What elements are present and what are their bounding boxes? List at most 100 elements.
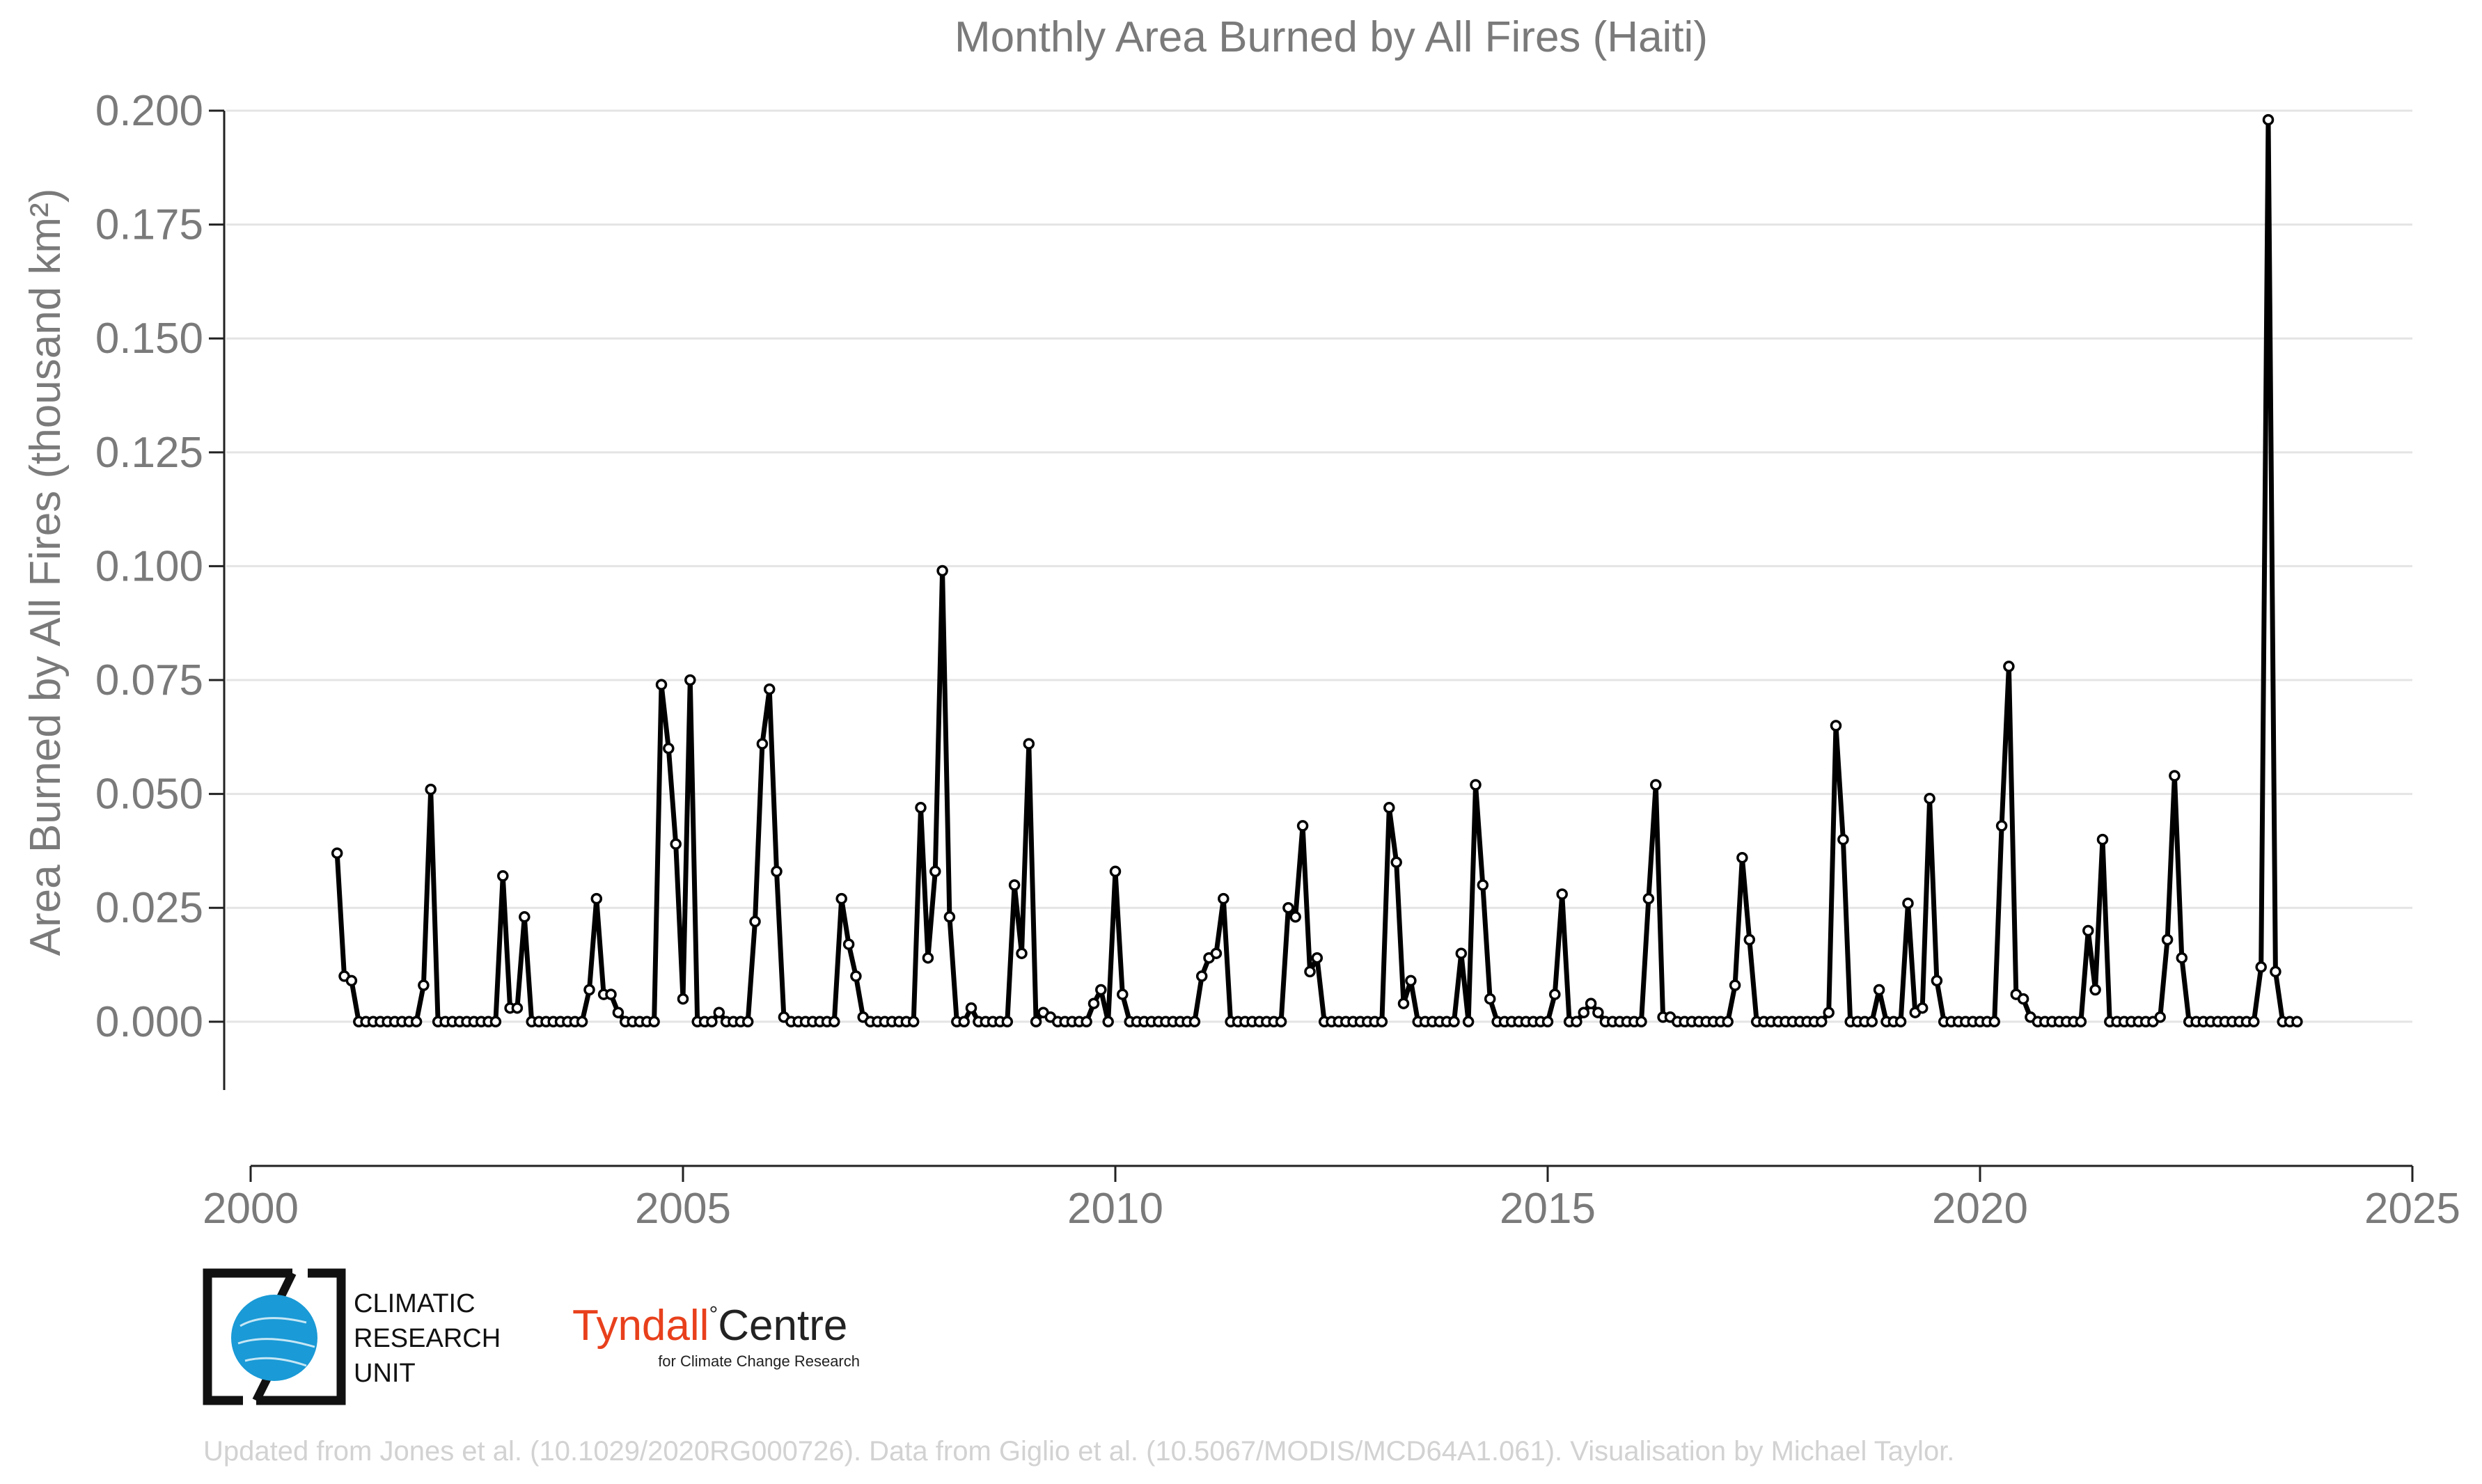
data-point	[713, 1007, 725, 1018]
data-point	[1650, 779, 1662, 791]
y-tick-label: 0.100	[95, 542, 203, 590]
data-point	[663, 742, 675, 755]
y-tick-label: 0.175	[95, 201, 203, 249]
data-point	[1635, 1016, 1647, 1028]
x-tick-label: 2015	[1500, 1185, 1596, 1233]
data-point	[1592, 1007, 1604, 1018]
data-point	[907, 1016, 920, 1028]
data-point	[2082, 924, 2094, 937]
data-point	[1117, 988, 1129, 1000]
data-point	[1081, 1016, 1092, 1028]
data-point	[958, 1016, 970, 1028]
data-point	[1282, 901, 1294, 914]
data-point	[2176, 952, 2188, 964]
data-point	[1023, 738, 1035, 750]
data-point	[648, 1016, 660, 1028]
data-point	[1448, 1016, 1460, 1028]
data-point	[1102, 1016, 1114, 1028]
data-point	[418, 979, 430, 991]
data-point	[1837, 833, 1849, 846]
data-point	[1455, 947, 1468, 959]
data-point	[1736, 851, 1748, 864]
data-point	[331, 847, 343, 859]
data-point	[345, 974, 358, 987]
data-point	[2161, 933, 2174, 946]
data-point	[1866, 1016, 1878, 1028]
data-point	[1477, 879, 1489, 891]
data-point	[1549, 988, 1561, 1000]
y-tick-label: 0.125	[95, 429, 203, 477]
x-tick-label: 2005	[635, 1185, 731, 1233]
data-point	[1916, 1002, 1929, 1014]
data-point	[1988, 1016, 2000, 1028]
x-tick-label: 2010	[1067, 1185, 1163, 1233]
y-tick-label: 0.000	[95, 998, 203, 1046]
data-point	[1218, 892, 1230, 905]
data-point	[828, 1016, 840, 1028]
data-point	[511, 1002, 524, 1014]
y-axis-label: Area Burned by All Fires (thousand km²)	[22, 189, 70, 956]
data-point	[1816, 1016, 1828, 1028]
data-point	[1008, 879, 1021, 891]
x-axis-ticks: 2000 2005 2010 2015 2020 2025	[203, 1166, 2460, 1233]
data-point	[1195, 970, 1208, 982]
series-line	[334, 117, 2298, 1025]
data-point	[1722, 1016, 1734, 1028]
data-point	[2255, 961, 2267, 973]
data-point	[1743, 933, 1756, 946]
data-point	[842, 938, 855, 950]
tyndall-centre: Centre	[718, 1302, 847, 1350]
data-point	[936, 565, 948, 577]
data-point	[1304, 965, 1316, 978]
data-point	[965, 1002, 977, 1014]
data-point	[2169, 770, 2181, 782]
tyndall-subtitle: for Climate Change Research	[658, 1352, 860, 1370]
data-point	[2270, 965, 2281, 978]
data-point	[922, 952, 934, 964]
data-point	[2017, 993, 2029, 1005]
data-point	[489, 1016, 502, 1028]
y-tick-label: 0.075	[95, 656, 203, 704]
data-point	[915, 802, 927, 814]
gridlines	[226, 109, 2412, 1023]
data-point	[706, 1016, 718, 1028]
data-point	[1188, 1016, 1201, 1028]
data-point	[1030, 1016, 1042, 1028]
series-area-burned	[331, 113, 2303, 1028]
y-tick-label: 0.200	[95, 87, 203, 135]
data-point	[1931, 974, 1943, 987]
data-point	[850, 970, 862, 982]
data-point	[1578, 1007, 1590, 1018]
data-point	[684, 674, 696, 686]
data-point	[1311, 952, 1324, 964]
data-point	[1894, 1016, 1907, 1028]
data-point	[2154, 1011, 2166, 1023]
data-point	[1376, 1016, 1388, 1028]
cru-logo: CLIMATIC RESEARCH UNIT	[203, 1268, 501, 1405]
y-tick-label: 0.025	[95, 884, 203, 932]
data-point	[410, 1016, 423, 1028]
y-tick-label: 0.150	[95, 315, 203, 363]
data-point	[1823, 1007, 1835, 1018]
x-tick-label: 2020	[1932, 1185, 2028, 1233]
cru-globe-swirl	[237, 1317, 315, 1367]
data-point	[749, 915, 761, 928]
data-point	[835, 892, 847, 905]
chart-title: Monthly Area Burned by All Fires (Haiti)	[955, 13, 1708, 61]
data-point	[2003, 661, 2015, 672]
data-point	[1087, 997, 1100, 1009]
data-point	[1383, 802, 1395, 814]
data-point	[612, 1007, 625, 1018]
data-point	[1571, 1016, 1582, 1028]
data-point	[605, 988, 617, 1000]
y-axis-ticks: 0.000 0.025 0.050 0.075 0.100 0.125 0.150 0.175…	[95, 87, 224, 1046]
data-point	[1585, 997, 1597, 1009]
data-point	[590, 892, 603, 905]
data-point	[677, 993, 689, 1005]
data-point	[1275, 1016, 1287, 1028]
cru-frame-left	[203, 1268, 292, 1405]
data-point	[1556, 888, 1568, 900]
y-tick-label: 0.050	[95, 771, 203, 819]
data-point	[1902, 897, 1914, 909]
data-point	[771, 865, 783, 878]
